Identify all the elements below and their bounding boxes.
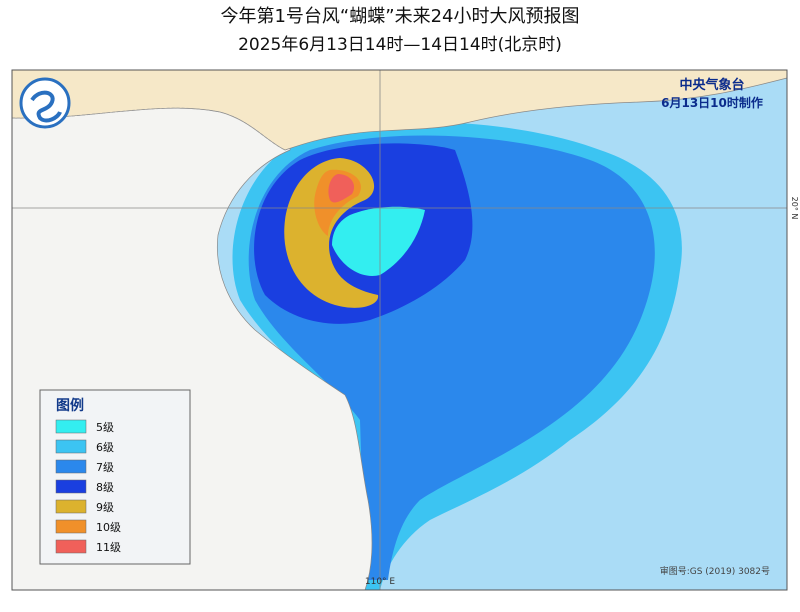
map-frame bbox=[11, 69, 788, 591]
legend-swatch bbox=[55, 519, 87, 534]
legend-swatch bbox=[55, 439, 87, 454]
legend-label: 11级 bbox=[96, 541, 121, 554]
border bbox=[11, 107, 286, 151]
lat-label: 20° N bbox=[790, 197, 799, 220]
legend-box bbox=[39, 389, 191, 565]
legend-swatch bbox=[55, 479, 87, 494]
legend-label: 6级 bbox=[96, 441, 114, 454]
legend-label: 10级 bbox=[96, 521, 121, 534]
agency-name: 中央气象台 bbox=[679, 77, 744, 93]
legend-title: 图例 bbox=[56, 397, 84, 414]
lon-label: 110° E bbox=[365, 577, 396, 587]
hainan bbox=[332, 206, 425, 276]
legend-label: 8级 bbox=[96, 481, 114, 494]
logo-mark bbox=[30, 90, 62, 123]
legend-label: 5级 bbox=[96, 421, 114, 434]
review-number: 审图号:GS (2019) 3082号 bbox=[660, 565, 770, 577]
legend-label: 9级 bbox=[96, 501, 114, 514]
subtitle: 2025年6月13日14时—14日14时(北京时) bbox=[238, 35, 562, 55]
legend-swatch bbox=[55, 419, 87, 434]
legend: 图例 5级 6级 7级 8级 9级 10级 11级 bbox=[39, 389, 191, 565]
issue-time: 6月13日10时制作 bbox=[661, 95, 763, 110]
legend-swatch bbox=[55, 539, 87, 554]
legend-label: 7级 bbox=[96, 461, 114, 474]
legend-swatch bbox=[55, 459, 87, 474]
legend-swatch bbox=[55, 499, 87, 514]
zone-11 bbox=[328, 174, 355, 203]
title: 今年第1号台风“蝴蝶”未来24小时大风预报图 bbox=[220, 6, 579, 27]
